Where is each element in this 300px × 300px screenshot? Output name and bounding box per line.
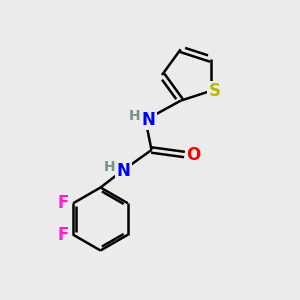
- Text: F: F: [58, 226, 69, 244]
- Text: S: S: [208, 82, 220, 100]
- Text: N: N: [142, 111, 155, 129]
- Text: O: O: [186, 146, 201, 164]
- Text: N: N: [117, 162, 130, 180]
- Text: H: H: [129, 110, 141, 123]
- Text: H: H: [103, 160, 115, 174]
- Text: F: F: [58, 194, 69, 212]
